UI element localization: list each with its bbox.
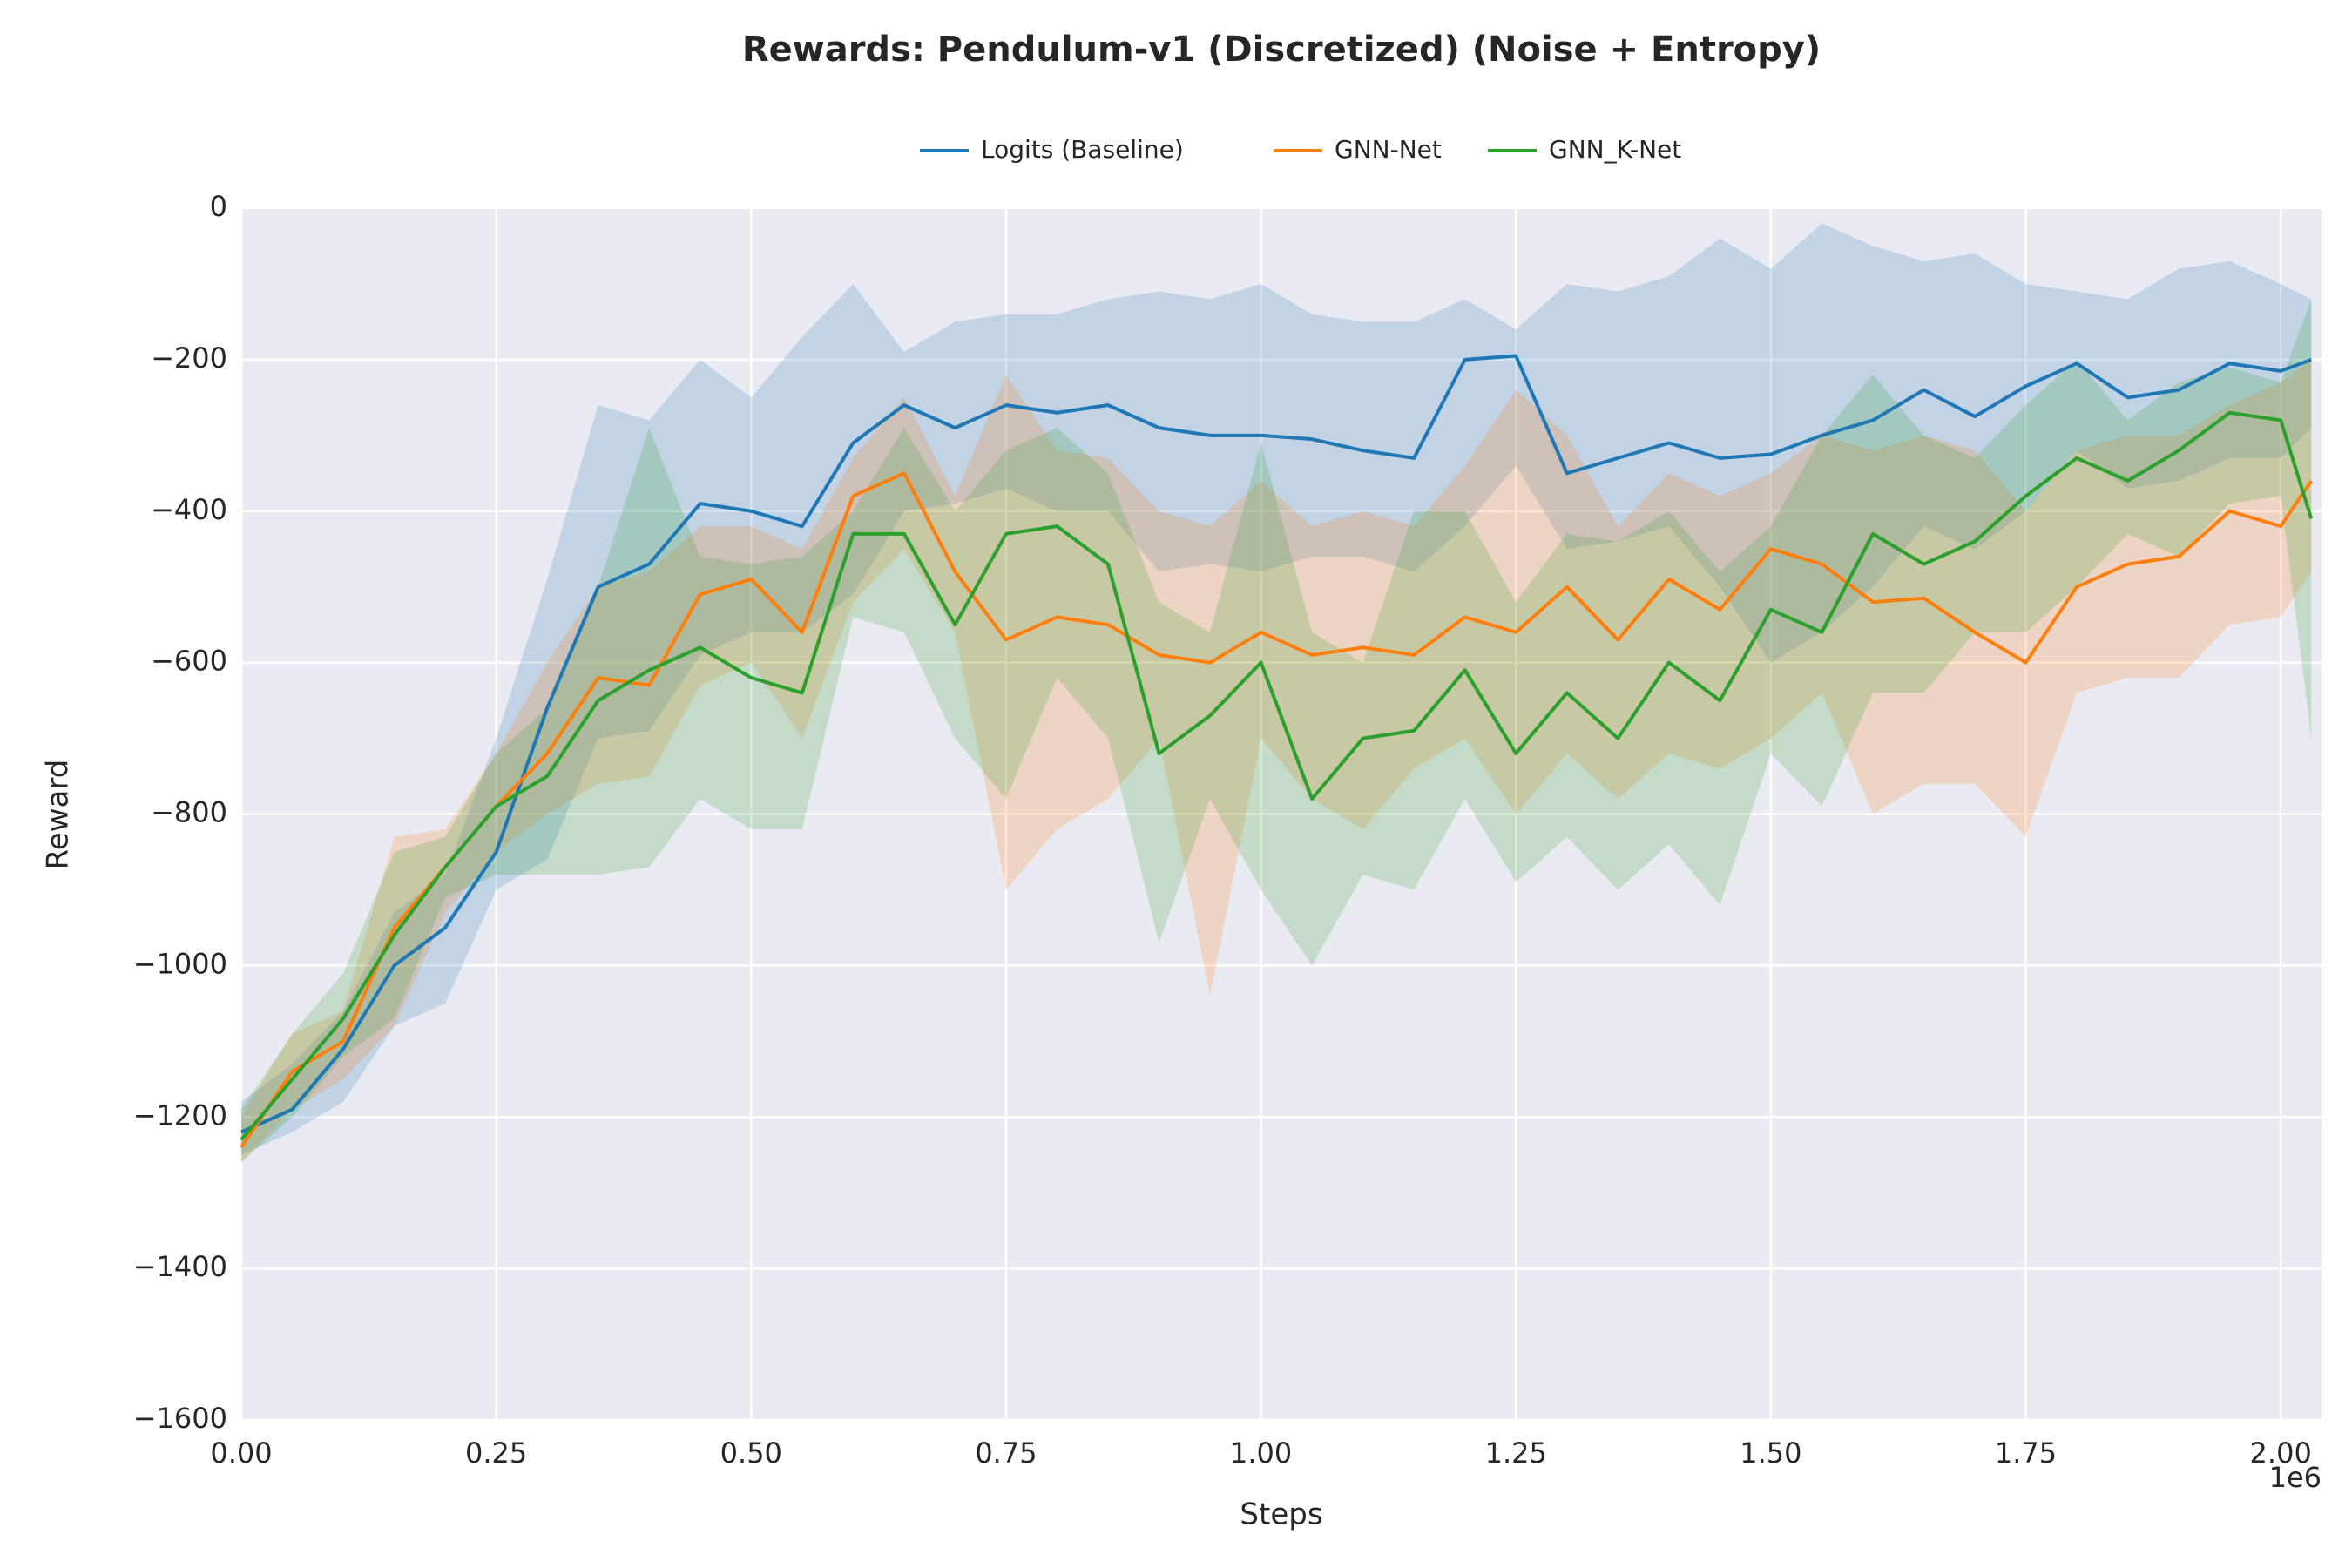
x-offset-label: 1e6 [2269, 1461, 2322, 1494]
y-tick-label: −400 [151, 493, 227, 526]
x-tick-label: 1.75 [1995, 1436, 2057, 1470]
y-tick-label: −1400 [133, 1250, 227, 1283]
series-line [240, 354, 2312, 1134]
series-line [240, 410, 2314, 1141]
legend-label: GNN-Net [1335, 135, 1442, 164]
x-tick-label: 0.00 [210, 1436, 272, 1470]
x-tick-label: 1.25 [1485, 1436, 1547, 1470]
series-layer [240, 223, 2314, 1163]
x-tick-label: 0.75 [975, 1436, 1037, 1470]
chart-title: Rewards: Pendulum-v1 (Discretized) (Nois… [742, 30, 1821, 70]
y-tick-label: −1000 [133, 947, 227, 980]
y-tick-label: −1200 [133, 1098, 227, 1132]
legend-label: GNN_K-Net [1549, 135, 1681, 164]
y-tick-label: −1600 [133, 1402, 227, 1435]
y-tick-label: −200 [151, 341, 227, 375]
y-axis-label: Reward [41, 760, 76, 870]
x-tick-label: 1.00 [1230, 1436, 1292, 1470]
x-tick-label: 2.00 [2250, 1436, 2312, 1470]
confidence-band [241, 299, 2312, 1163]
x-tick-label: 0.50 [720, 1436, 782, 1470]
y-tick-label: 0 [210, 190, 227, 223]
x-tick-label: 0.25 [465, 1436, 527, 1470]
x-tick-label: 1.50 [1740, 1436, 1801, 1470]
legend-label: Logits (Baseline) [981, 135, 1184, 164]
legend: Logits (Baseline) GNN-Net GNN_K-Net [920, 135, 1681, 164]
y-tick-label: −800 [151, 796, 227, 829]
confidence-band [241, 359, 2312, 1163]
y-tick-label: −600 [151, 645, 227, 678]
x-axis-label: Steps [1240, 1497, 1322, 1532]
confidence-band [241, 223, 2312, 1155]
series-line [240, 471, 2313, 1149]
